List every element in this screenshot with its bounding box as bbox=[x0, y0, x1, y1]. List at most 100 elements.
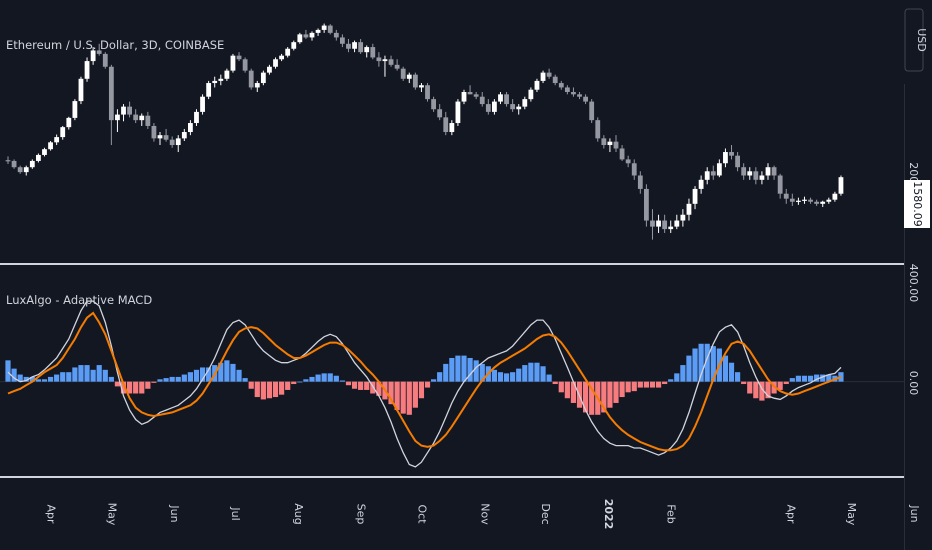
candle-body bbox=[188, 123, 193, 133]
histogram-bar bbox=[66, 372, 72, 382]
histogram-bar bbox=[443, 363, 449, 382]
candle-body bbox=[78, 78, 84, 102]
macd-histogram bbox=[5, 343, 844, 415]
candle-body bbox=[236, 55, 242, 60]
histogram-bar bbox=[418, 381, 425, 399]
candle-body bbox=[832, 193, 838, 200]
candle-body bbox=[783, 193, 789, 199]
histogram-bar bbox=[351, 381, 358, 389]
histogram-bar bbox=[303, 379, 309, 382]
candle-body bbox=[151, 125, 157, 139]
histogram-bar bbox=[528, 362, 534, 382]
candle-body bbox=[370, 47, 376, 58]
histogram-bar bbox=[607, 381, 613, 408]
histogram-bar bbox=[546, 374, 552, 382]
candle-body bbox=[814, 201, 820, 204]
candle-body bbox=[309, 32, 315, 38]
candle-body bbox=[485, 104, 491, 112]
time-axis-label: Sep bbox=[355, 504, 368, 525]
candle-body bbox=[461, 92, 467, 102]
candle-body bbox=[443, 117, 449, 133]
candle-body bbox=[36, 154, 41, 161]
histogram-bar bbox=[139, 381, 145, 394]
time-axis[interactable]: Apr May Jun Jul Aug Sep Oct Nov Dec 2022 Feb Apr May… bbox=[45, 499, 921, 530]
candle-body bbox=[394, 64, 400, 69]
time-axis-label: Aug bbox=[292, 503, 305, 524]
candle-body bbox=[637, 175, 643, 189]
candle-body bbox=[382, 59, 388, 62]
histogram-bar bbox=[315, 374, 321, 382]
candle-body bbox=[267, 66, 272, 73]
candle-body bbox=[285, 48, 291, 56]
candle-body bbox=[729, 152, 734, 156]
histogram-bar bbox=[601, 381, 607, 413]
price-pane[interactable]: Ethereum / U.S. Dollar, 3D, COINBASE bbox=[5, 23, 844, 240]
candle-body bbox=[747, 171, 753, 176]
histogram-bar bbox=[248, 381, 254, 389]
histogram-bar bbox=[765, 381, 771, 399]
histogram-bar bbox=[133, 381, 139, 394]
histogram-bar bbox=[789, 378, 795, 382]
candle-body bbox=[552, 76, 558, 84]
histogram-bar bbox=[522, 365, 528, 382]
histogram-bar bbox=[394, 381, 400, 411]
candle-body bbox=[546, 72, 552, 77]
price-scale[interactable]: USD 2000.00 1580.09 400.00 0.00 bbox=[904, 8, 930, 550]
histogram-bar bbox=[814, 374, 820, 382]
histogram-bar bbox=[431, 379, 437, 382]
candle-body bbox=[42, 149, 47, 155]
histogram-bar bbox=[90, 369, 96, 382]
candle-body bbox=[808, 199, 813, 202]
time-axis-label: Jun bbox=[908, 504, 921, 522]
histogram-bar bbox=[680, 365, 686, 382]
histogram-bar bbox=[558, 381, 564, 393]
histogram-bar bbox=[655, 381, 662, 388]
histogram-bar bbox=[364, 381, 370, 390]
histogram-bar bbox=[157, 379, 163, 382]
histogram-bar bbox=[692, 348, 698, 382]
histogram-bar bbox=[424, 381, 431, 388]
histogram-bar bbox=[467, 357, 473, 382]
candle-body bbox=[218, 78, 224, 81]
histogram-bar bbox=[102, 369, 108, 382]
histogram-bar bbox=[564, 381, 570, 399]
candle-body bbox=[346, 43, 351, 49]
histogram-bar bbox=[376, 381, 382, 396]
signal-line bbox=[7, 311, 842, 452]
currency-button[interactable] bbox=[904, 8, 924, 72]
candle-body bbox=[108, 66, 114, 121]
candle-body bbox=[17, 167, 23, 173]
histogram-bar bbox=[199, 367, 206, 382]
histogram-bar bbox=[23, 376, 29, 382]
histogram-bar bbox=[589, 381, 595, 415]
histogram-bar bbox=[321, 373, 327, 382]
candle-body bbox=[619, 148, 625, 160]
candle-body bbox=[656, 220, 661, 227]
candle-body bbox=[716, 163, 722, 176]
indicator-pane[interactable]: LuxAlgo - Adaptive MACD bbox=[0, 293, 904, 468]
histogram-bar bbox=[242, 378, 248, 382]
time-axis-label: Apr bbox=[45, 504, 58, 524]
histogram-bar bbox=[510, 372, 516, 382]
histogram-bar bbox=[11, 368, 17, 382]
candle-body bbox=[777, 175, 783, 194]
candle-body bbox=[297, 34, 303, 43]
candle-body bbox=[437, 109, 443, 118]
candle-body bbox=[558, 83, 564, 88]
candle-body bbox=[668, 226, 674, 230]
histogram-bar bbox=[406, 381, 412, 415]
histogram-bar bbox=[266, 381, 273, 399]
candle-body bbox=[200, 96, 205, 112]
candle-body bbox=[540, 72, 546, 81]
time-axis-label: Jul bbox=[229, 506, 242, 520]
candle-body bbox=[84, 61, 90, 79]
histogram-bar bbox=[668, 379, 674, 382]
histogram-bar bbox=[449, 357, 455, 382]
histogram-bar bbox=[35, 379, 41, 382]
histogram-bar bbox=[473, 360, 479, 382]
histogram-bar bbox=[516, 368, 522, 382]
histogram-bar bbox=[619, 381, 625, 398]
candle-body bbox=[504, 94, 509, 105]
histogram-bar bbox=[613, 381, 619, 403]
